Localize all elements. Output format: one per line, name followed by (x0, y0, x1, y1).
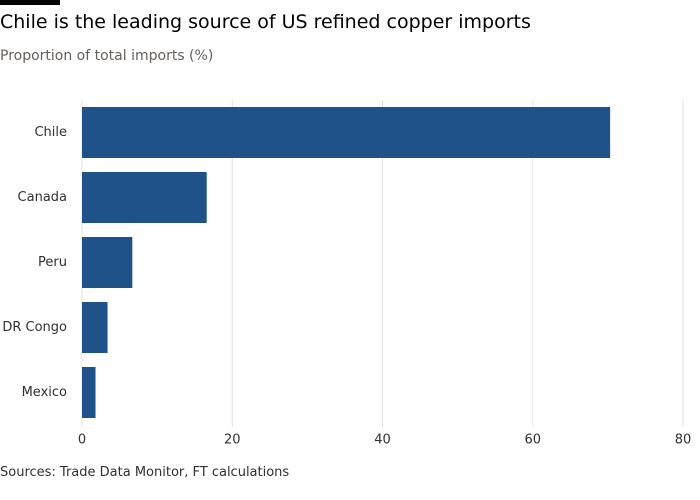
x-tick-label: 80 (675, 433, 692, 448)
bar-dr-congo (82, 302, 108, 353)
x-axis-tick-labels: 0 20 40 60 80 (78, 433, 691, 448)
category-label: DR Congo (2, 320, 67, 335)
top-rule (0, 0, 60, 5)
category-label: Chile (34, 125, 67, 140)
category-label: Mexico (22, 385, 67, 400)
bar-peru (82, 237, 133, 288)
x-tick-label: 40 (374, 433, 391, 448)
bar-mexico (82, 367, 96, 418)
source-note: Sources: Trade Data Monitor, FT calculat… (0, 465, 290, 480)
bar-chile (82, 107, 611, 158)
chart-subtitle: Proportion of total imports (%) (0, 48, 214, 64)
category-label: Canada (18, 190, 67, 205)
bars (82, 107, 611, 418)
bar-canada (82, 172, 207, 223)
x-tick-label: 20 (224, 433, 241, 448)
chart-title: Chile is the leading source of US refine… (0, 11, 531, 33)
x-tick-label: 60 (524, 433, 541, 448)
x-tick-label: 0 (78, 433, 86, 448)
category-label: Peru (38, 255, 67, 270)
category-labels: Chile Canada Peru DR Congo Mexico (2, 125, 67, 400)
bar-chart: Chile Canada Peru DR Congo Mexico 0 20 40 60 80 (2, 100, 691, 448)
